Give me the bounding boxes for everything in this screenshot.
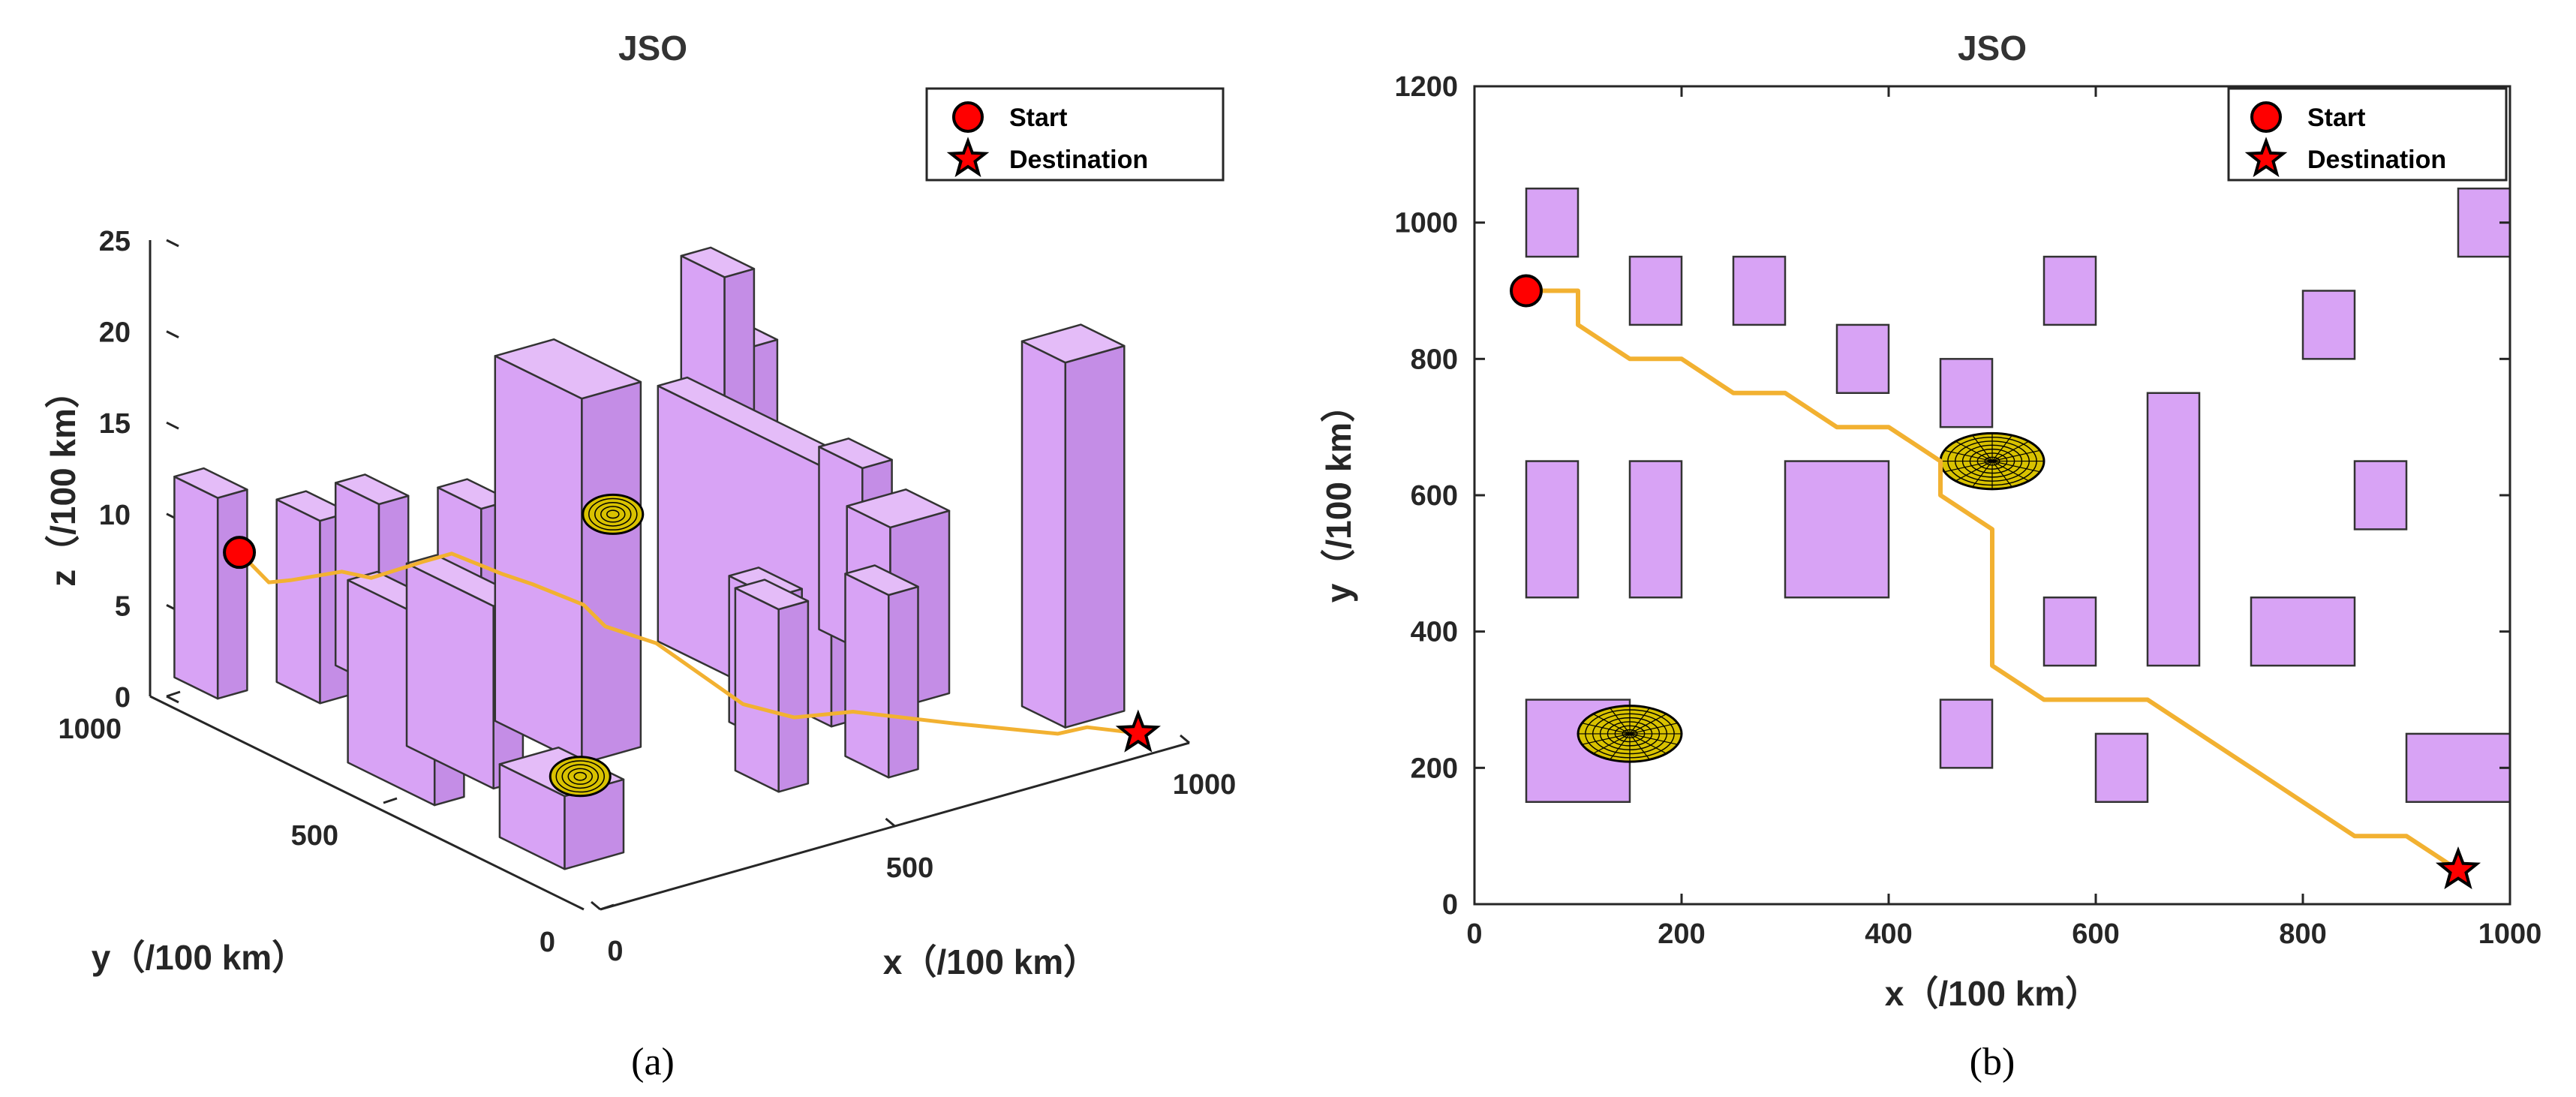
- obstacle-15: [2353, 460, 2408, 530]
- panel-b-flight-path: [1526, 288, 2460, 873]
- threat-zone-1: [1939, 431, 2045, 491]
- z-tick-label: 0: [115, 682, 131, 714]
- obstacle-1: [1525, 188, 1580, 258]
- threat-sphere-1: [582, 493, 645, 535]
- obstacle-11: [1784, 460, 1890, 599]
- panel-b-threats: [1577, 431, 2045, 763]
- box-obstacle-19: [1020, 323, 1126, 729]
- obstacle-13: [2146, 392, 2201, 667]
- caption-a: (a): [631, 1041, 675, 1083]
- y-axis-line: [149, 695, 585, 911]
- panel-b-start-marker: [1510, 274, 1543, 308]
- obstacle-19: [2405, 732, 2510, 804]
- panel-a-y-tick-label: 0: [540, 927, 555, 958]
- box-obstacle-18: [844, 564, 919, 779]
- y-tick-label: 1200: [1394, 71, 1458, 103]
- box-obstacle-11: [494, 338, 642, 765]
- obstacle-6: [2042, 255, 2097, 326]
- obstacle-5: [1939, 358, 1994, 428]
- y-tick-label: 400: [1411, 617, 1458, 648]
- panel-a-threats: [549, 493, 645, 798]
- obstacle-3: [1732, 255, 1787, 326]
- x-tick-label: 1000: [2478, 918, 2542, 950]
- x-tick-label: 200: [1658, 918, 1705, 950]
- obstacle-18: [2094, 732, 2149, 804]
- panel-b-legend: Start Destination: [2227, 87, 2508, 182]
- panel-b-y-axis-label: y（/100 km）: [1319, 388, 1358, 603]
- x-tick-label: 800: [2279, 918, 2326, 950]
- legend-destination-icon: [2244, 137, 2288, 178]
- z-tick-label: 15: [99, 408, 131, 440]
- legend-start-icon: [952, 101, 984, 133]
- obstacle-9: [1525, 460, 1580, 599]
- legend-start-label: Start: [1009, 104, 1067, 132]
- obstacle-10: [1628, 460, 1683, 599]
- panel-a-y-tick-label: 1000: [58, 714, 122, 745]
- legend-start-icon: [2250, 101, 2282, 133]
- y-tick-label: 1000: [1394, 208, 1458, 239]
- obstacle-4: [1835, 323, 1890, 394]
- panel-a-y-axis-label: y（/100 km）: [92, 938, 306, 977]
- panel-b-destination-marker: [2435, 846, 2481, 890]
- y-tick-label: 600: [1411, 480, 1458, 512]
- panel-a-destination-marker: [1115, 709, 1161, 753]
- panel-b-tick-labels: 0 200 400 600 800 1000 0 200 400 600 800 1000 1200: [1394, 71, 2541, 950]
- obstacle-7: [2301, 290, 2356, 360]
- box-obstacle-17: [734, 579, 810, 793]
- x-tick-label: 400: [1865, 918, 1912, 950]
- panel-a-legend: Start Destination: [925, 87, 1225, 182]
- obstacle-12: [2042, 597, 2097, 667]
- legend-destination-label: Destination: [1009, 146, 1148, 174]
- z-tick-label: 5: [115, 591, 131, 622]
- panel-a-title: JSO: [618, 29, 687, 68]
- panel-a-x-tick-label: 0: [607, 936, 623, 967]
- threat-sphere-2: [549, 756, 612, 798]
- z-tick-label: 10: [99, 500, 131, 531]
- panel-a-flight-path: [238, 551, 1139, 736]
- threat-zone-2: [1577, 705, 1683, 763]
- obstacle-14: [2250, 597, 2356, 667]
- caption-b: (b): [1970, 1041, 2015, 1083]
- legend-destination-label: Destination: [2307, 146, 2446, 174]
- panel-b-x-axis-label: x（/100 km）: [1885, 974, 2100, 1013]
- y-tick-label: 200: [1411, 753, 1458, 784]
- legend-start-label: Start: [2307, 104, 2365, 132]
- z-axis-label: z（/100 km）: [44, 374, 83, 587]
- x-tick-label: 600: [2072, 918, 2119, 950]
- panel-a-start-marker: [223, 536, 257, 570]
- obstacle-2: [1628, 255, 1683, 326]
- x-tick-label: 0: [1466, 918, 1482, 950]
- panel-b-title: JSO: [1958, 29, 2027, 68]
- y-tick-label: 800: [1411, 344, 1458, 375]
- y-tick-label: 0: [1442, 889, 1458, 921]
- panel-a-x-tick-label: 500: [886, 852, 933, 884]
- z-tick-label: 20: [99, 317, 131, 349]
- panel-a-y-tick-label: 500: [291, 820, 338, 852]
- panel-a-obstacles: [173, 246, 1126, 870]
- legend-destination-icon: [946, 137, 990, 178]
- panel-b-top-view: JSO 0 200 400 600 800 1000 0 200 400 600 800 1000 12…: [1319, 29, 2541, 1083]
- z-tick-label: 25: [99, 226, 131, 257]
- panel-a-x-tick-label: 1000: [1173, 769, 1237, 801]
- obstacle-17: [1939, 699, 1994, 769]
- panel-b-obstacles: [1525, 188, 2510, 804]
- panel-a-x-axis-label: x（/100 km）: [883, 942, 1098, 981]
- box-obstacle-1: [173, 467, 248, 700]
